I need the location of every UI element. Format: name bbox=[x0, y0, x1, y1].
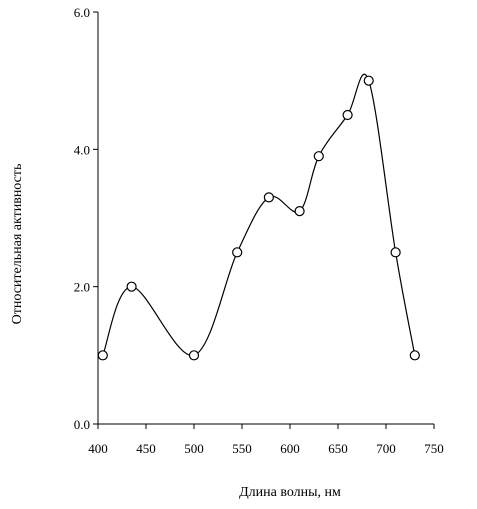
y-tick-label: 6.0 bbox=[74, 5, 90, 20]
data-point bbox=[409, 350, 420, 361]
x-tick-label: 600 bbox=[280, 441, 300, 456]
data-point bbox=[363, 75, 374, 86]
x-tick-label: 500 bbox=[184, 441, 204, 456]
y-tick-label: 0.0 bbox=[74, 417, 90, 432]
axes bbox=[97, 12, 434, 425]
x-tick-label: 700 bbox=[376, 441, 396, 456]
data-point bbox=[313, 151, 324, 162]
data-point bbox=[390, 247, 401, 258]
x-tick-label: 550 bbox=[232, 441, 252, 456]
data-point bbox=[188, 350, 200, 361]
series-line bbox=[102, 73, 416, 356]
x-tick-label: 650 bbox=[328, 441, 348, 456]
y-tick-label: 4.0 bbox=[74, 142, 90, 157]
x-tick-label: 400 bbox=[88, 441, 108, 456]
x-tick-label: 750 bbox=[424, 441, 444, 456]
x-axis-label: Длина волны, нм bbox=[239, 485, 341, 500]
data-points bbox=[97, 75, 420, 361]
data-point bbox=[342, 109, 353, 121]
y-axis-label: Относительная активность bbox=[10, 164, 25, 325]
y-tick-label: 2.0 bbox=[74, 280, 90, 295]
data-point bbox=[126, 281, 137, 292]
data-point bbox=[294, 206, 305, 217]
data-point bbox=[263, 192, 274, 203]
x-tick-label: 450 bbox=[136, 441, 156, 456]
data-point bbox=[97, 350, 108, 361]
data-point bbox=[232, 247, 243, 258]
tick-labels: 400 450 500 550 600 650 700 750 0.0 2.0 4.0 6.0 bbox=[74, 5, 444, 456]
tick-marks bbox=[93, 11, 435, 429]
